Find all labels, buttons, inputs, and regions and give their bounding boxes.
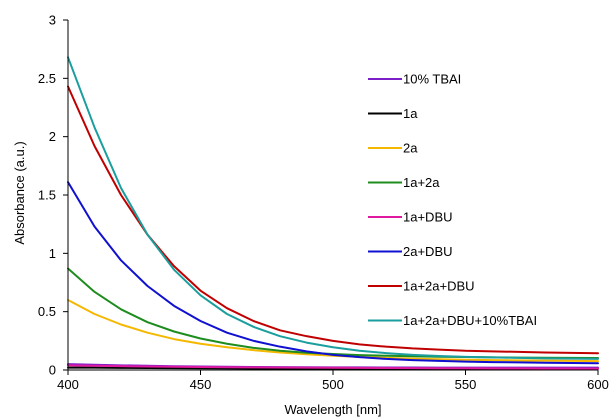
x-tick-label: 600 — [587, 377, 609, 392]
legend-label-4: 1a+DBU — [403, 210, 453, 225]
y-tick-label: 1 — [49, 246, 56, 261]
y-tick-label: 0.5 — [38, 304, 56, 319]
plot-lines — [67, 56, 599, 370]
series-line-7 — [67, 56, 599, 360]
y-tick-label: 1.5 — [38, 188, 56, 203]
legend-label-6: 1a+2a+DBU — [403, 279, 475, 294]
legend: 10% TBAI 1a 2a 1a+2a 1a+DBU 2a+DBU 1a+2a+DBU 1a… — [368, 72, 537, 328]
legend-label-3: 1a+2a — [403, 175, 440, 190]
y-tick-label: 2 — [49, 129, 56, 144]
x-tick-label: 500 — [322, 377, 344, 392]
legend-label-2: 2a — [403, 141, 418, 156]
legend-label-0: 10% TBAI — [403, 72, 461, 87]
y-tick-label: 0 — [49, 363, 56, 378]
legend-label-5: 2a+DBU — [403, 244, 453, 259]
x-tick-label: 550 — [455, 377, 477, 392]
series-line-5 — [67, 181, 599, 365]
x-ticks: 400 450 500 550 600 — [57, 370, 609, 392]
legend-label-1: 1a — [403, 106, 418, 121]
y-tick-label: 3 — [49, 13, 56, 28]
series-line-4 — [67, 364, 599, 370]
x-tick-label: 450 — [190, 377, 212, 392]
legend-label-7: 1a+2a+DBU+10%TBAI — [403, 313, 537, 328]
x-tick-label: 400 — [57, 377, 79, 392]
y-axis-title: Absorbance (a.u.) — [12, 141, 27, 244]
y-ticks: 0 0.5 1 1.5 2 2.5 3 — [38, 13, 68, 378]
y-tick-label: 2.5 — [38, 71, 56, 86]
x-axis-title: Wavelength [nm] — [284, 402, 381, 417]
